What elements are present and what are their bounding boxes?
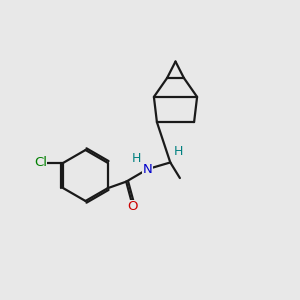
Text: H: H	[174, 145, 183, 158]
Text: N: N	[143, 163, 153, 176]
Text: O: O	[127, 200, 137, 213]
Text: Cl: Cl	[34, 156, 47, 169]
Text: H: H	[132, 152, 141, 165]
